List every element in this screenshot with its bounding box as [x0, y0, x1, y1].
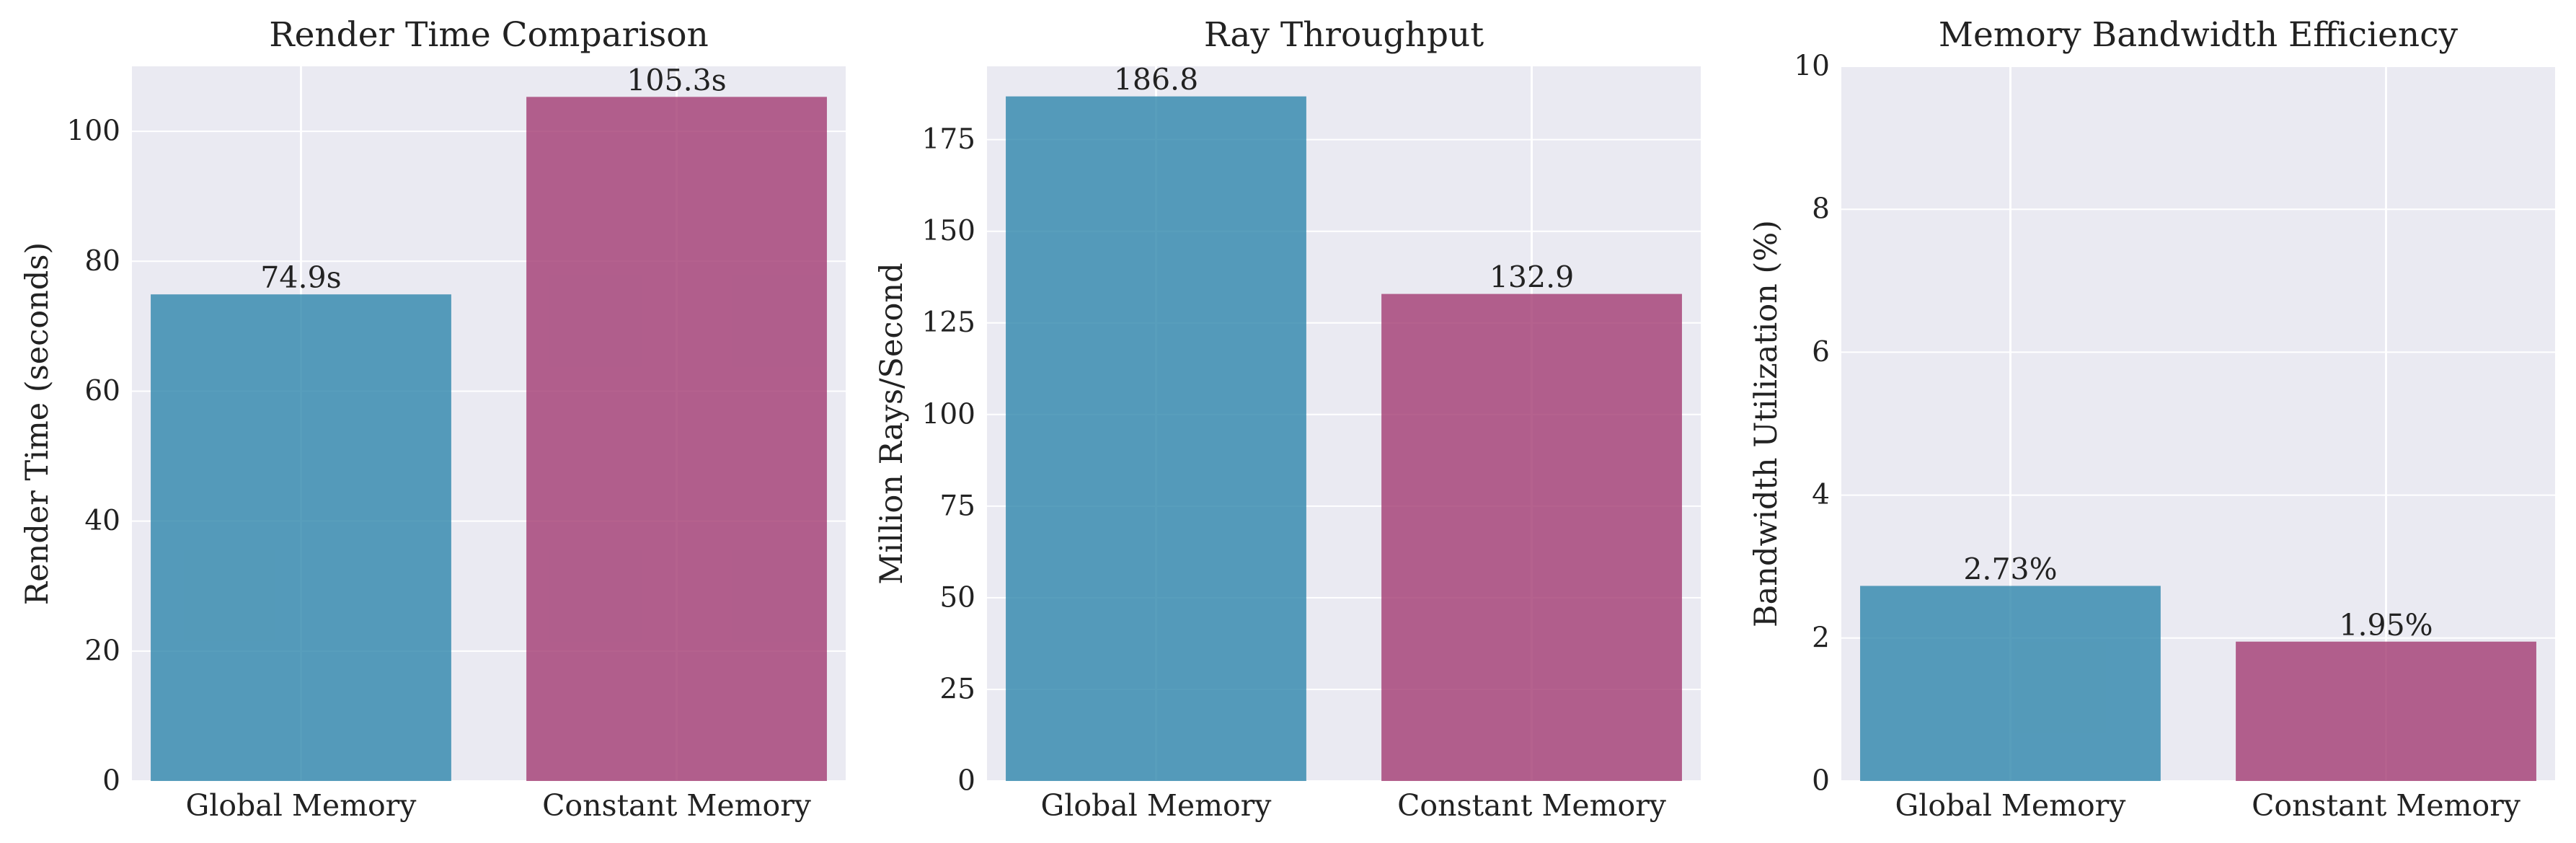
y-tick-label: 4: [1812, 479, 1830, 511]
bar-value-label: 1.95%: [2339, 608, 2433, 643]
bar-global-memory: [151, 294, 451, 781]
y-axis-label: Bandwidth Utilization (%): [1748, 220, 1784, 627]
x-tick-label: Constant Memory: [1397, 788, 1667, 823]
y-tick-label: 75: [939, 490, 975, 522]
y-tick-label: 2: [1812, 622, 1830, 654]
y-tick-label: 60: [84, 375, 120, 407]
y-tick-label: 25: [939, 673, 975, 705]
y-tick-label: 20: [84, 635, 120, 667]
y-tick-label: 40: [84, 505, 120, 537]
bar-value-label: 105.3s: [627, 63, 726, 97]
bar-constant-memory: [1381, 293, 1682, 781]
chart-panel-1: 74.9s 105.3s 0 20 40 60 80 100 Global Memory Cons…: [19, 15, 846, 823]
bar-value-label: 74.9s: [260, 260, 341, 295]
x-tick-label: Global Memory: [1895, 788, 2126, 823]
y-tick-label: 6: [1812, 336, 1830, 368]
chart-panel-2: 186.8 132.9 0 25 50 75 100 125 150 175 Global Memo…: [874, 15, 1701, 823]
bar-global-memory: [1860, 586, 2161, 781]
chart-title: Memory Bandwidth Efficiency: [1939, 15, 2458, 55]
bar-global-memory: [1006, 96, 1306, 781]
chart-title: Render Time Comparison: [269, 15, 709, 55]
bar-constant-memory: [526, 97, 827, 782]
bar-value-label: 186.8: [1114, 63, 1198, 97]
chart-title: Ray Throughput: [1204, 15, 1484, 55]
y-tick-label: 0: [102, 765, 120, 798]
y-axis-label: Million Rays/Second: [874, 262, 910, 584]
y-tick-label: 10: [1794, 50, 1830, 83]
y-tick-label: 100: [922, 398, 975, 431]
y-tick-label: 125: [922, 306, 975, 339]
x-tick-label: Constant Memory: [542, 788, 812, 823]
bar-value-label: 2.73%: [1963, 552, 2057, 586]
y-tick-label: 50: [939, 581, 975, 614]
y-tick-label: 100: [67, 115, 120, 148]
x-tick-label: Constant Memory: [2252, 788, 2521, 823]
y-tick-label: 0: [1812, 765, 1830, 798]
y-tick-label: 80: [84, 245, 120, 278]
bar-value-label: 132.9: [1490, 260, 1574, 295]
y-tick-label: 175: [922, 123, 975, 156]
y-tick-label: 150: [922, 215, 975, 247]
chart-panel-3: 2.73% 1.95% 0 2 4 6 8 10 Global Memory Constant M…: [1748, 15, 2555, 823]
y-axis-label: Render Time (seconds): [19, 242, 56, 605]
y-tick-label: 0: [957, 765, 975, 798]
bar-constant-memory: [2236, 641, 2536, 781]
x-tick-label: Global Memory: [1040, 788, 1272, 823]
y-tick-label: 8: [1812, 193, 1830, 226]
x-tick-label: Global Memory: [185, 788, 417, 823]
